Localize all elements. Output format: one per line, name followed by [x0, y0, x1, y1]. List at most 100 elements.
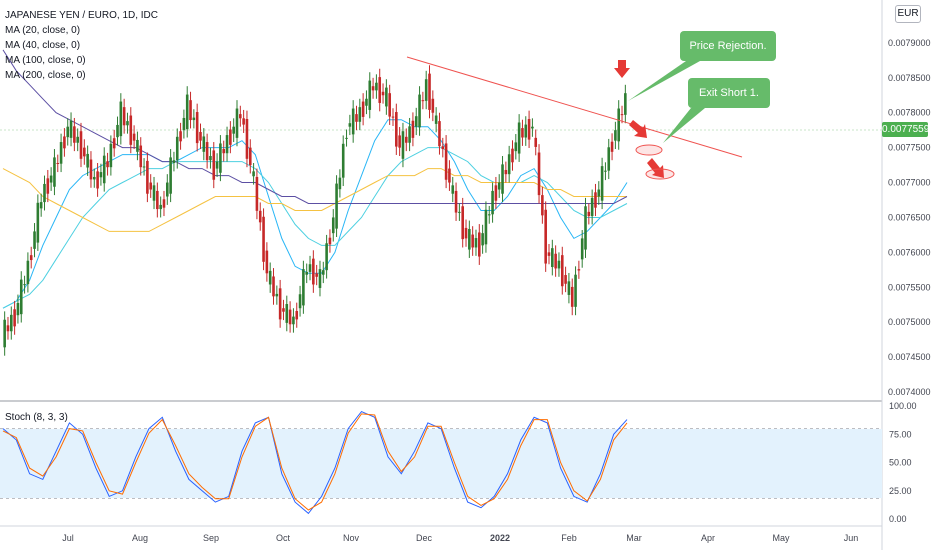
candle-body: [388, 93, 391, 117]
currency-badge[interactable]: EUR: [895, 5, 921, 23]
candle-body: [159, 204, 162, 210]
candle-body: [325, 243, 328, 271]
candle-body: [265, 250, 269, 274]
candle-body: [385, 87, 388, 107]
candle-body: [424, 79, 428, 101]
candle-body: [92, 176, 96, 180]
stoch-tick-label: 100.00: [889, 401, 917, 411]
candle-body: [59, 142, 63, 164]
candle-body: [19, 279, 23, 315]
candle-body: [620, 114, 624, 116]
candle-body: [587, 211, 591, 217]
candle-body: [268, 270, 272, 285]
legend-ma40[interactable]: MA (40, close, 0): [5, 40, 81, 51]
candle-body: [617, 108, 621, 142]
candle-body: [594, 192, 597, 208]
candle-body: [501, 164, 504, 194]
candle-body: [53, 157, 56, 187]
time-tick-label: Oct: [276, 533, 291, 543]
candle-body: [219, 143, 222, 173]
candle-body: [225, 135, 229, 154]
candle-body: [235, 108, 239, 138]
candle-body: [487, 214, 491, 216]
ma-line: [2, 168, 627, 232]
candle-body: [494, 185, 498, 201]
candle-body: [517, 122, 521, 154]
candle-body: [288, 309, 292, 325]
candle-body: [358, 107, 362, 122]
candle-body: [26, 260, 30, 285]
candle-body: [83, 147, 86, 157]
candle-body: [507, 154, 511, 175]
candle-body: [242, 118, 245, 125]
candle-body: [554, 253, 557, 269]
candle-body: [3, 319, 6, 348]
candle-body: [222, 149, 226, 154]
candle-body: [96, 171, 99, 189]
candle-body: [464, 227, 468, 239]
candle-body: [209, 156, 212, 161]
candle-body: [428, 73, 431, 110]
price-tick-label: 0.0075000: [888, 317, 931, 327]
candle-body: [348, 123, 352, 127]
current-price-tag: 0.0077559: [882, 122, 930, 137]
candle-body: [46, 178, 50, 194]
candle-body: [275, 293, 279, 297]
candle-body: [414, 116, 418, 127]
candle-body: [212, 150, 216, 180]
chart-legend: JAPANESE YEN / EURO, 1D, IDC MA (20, clo…: [5, 8, 158, 83]
time-axis: Jul Aug Sep Oct Nov Dec 2022 Feb Mar Apr May Jun: [62, 533, 858, 543]
exit-zone-2: [645, 168, 675, 180]
candle-body: [106, 161, 109, 168]
candle-body: [245, 119, 249, 159]
candle-body: [491, 190, 494, 215]
candle-body: [298, 294, 302, 309]
candle-body: [202, 136, 206, 152]
candle-body: [527, 119, 531, 140]
candle-body: [312, 258, 315, 285]
candle-body: [564, 275, 567, 284]
candle-body: [126, 121, 129, 126]
legend-ma20[interactable]: MA (20, close, 0): [5, 25, 81, 36]
stoch-tick-label: 50.00: [889, 458, 912, 468]
candle-body: [577, 269, 581, 271]
candle-body: [215, 161, 219, 169]
candle-body: [567, 281, 571, 295]
candle-body: [431, 98, 435, 113]
candle-body: [255, 176, 259, 211]
stoch-k-line: [2, 410, 628, 515]
stoch-tick-label: 75.00: [889, 429, 912, 439]
time-tick-label: May: [772, 533, 790, 543]
candles: [3, 65, 627, 356]
candle-body: [395, 112, 398, 147]
candle-body: [524, 124, 528, 138]
candle-body: [477, 232, 481, 257]
candle-body: [451, 185, 455, 194]
candle-body: [63, 136, 66, 149]
candle-body: [102, 155, 106, 184]
candle-body: [398, 135, 401, 148]
candle-body: [378, 77, 382, 103]
time-tick-label: Jul: [62, 533, 74, 543]
candle-body: [365, 98, 368, 106]
candle-body: [39, 202, 43, 209]
candle-body: [305, 271, 309, 275]
ma-line: [2, 119, 628, 309]
candle-body: [73, 126, 76, 143]
candle-body: [597, 189, 601, 197]
time-tick-label: Jun: [844, 533, 859, 543]
legend-ma100[interactable]: MA (100, close, 0): [5, 55, 86, 66]
trendline: [406, 56, 743, 158]
stoch-label[interactable]: Stoch (8, 3, 3): [5, 412, 68, 423]
candle-body: [29, 255, 33, 261]
exit-short-callout: Exit Short 1.: [688, 78, 770, 108]
candle-body: [590, 197, 594, 217]
candle-body: [391, 116, 395, 118]
candle-body: [514, 142, 518, 152]
candle-body: [229, 129, 232, 145]
legend-ma200[interactable]: MA (200, close, 0): [5, 70, 86, 81]
candle-body: [351, 108, 355, 135]
candle-body: [444, 143, 448, 180]
candle-body: [411, 120, 415, 138]
price-tick-label: 0.0078500: [888, 73, 931, 83]
